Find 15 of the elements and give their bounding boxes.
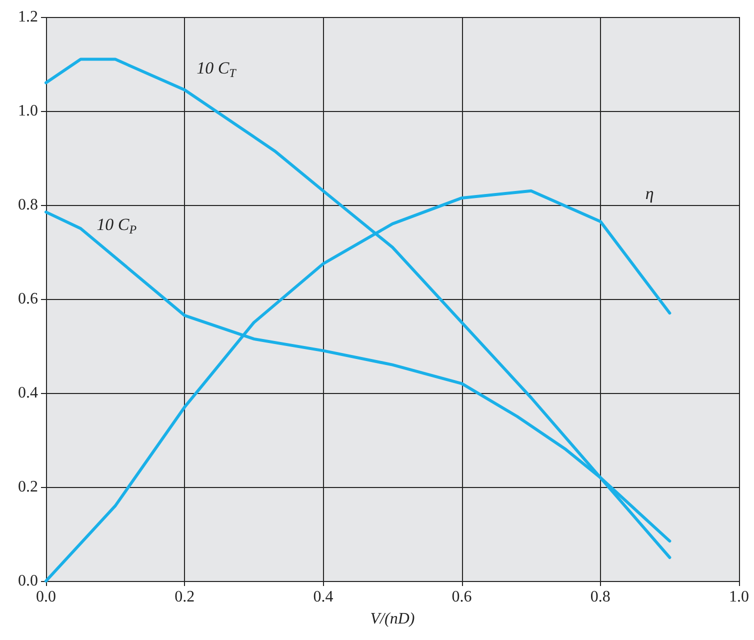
- y-tick-label: 1.0: [18, 102, 38, 120]
- x-tick-label: 1.0: [729, 588, 749, 606]
- x-tick-label: 0.0: [36, 588, 56, 606]
- y-tick-label: 1.2: [18, 8, 38, 26]
- y-tick-label: 0.2: [18, 478, 38, 496]
- x-tick-label: 0.4: [313, 588, 334, 606]
- y-tick-label: 0.4: [18, 384, 38, 402]
- x-tick-label: 0.6: [452, 588, 472, 606]
- y-tick-label: 0.6: [18, 290, 38, 308]
- x-axis-title: V/(nD): [370, 610, 415, 628]
- x-tick-label: 0.8: [590, 588, 610, 606]
- x-tick-label: 0.2: [174, 588, 195, 606]
- text: η: [645, 184, 654, 203]
- y-tick-label: 0.8: [18, 196, 38, 214]
- y-tick-label: 0.0: [18, 572, 38, 590]
